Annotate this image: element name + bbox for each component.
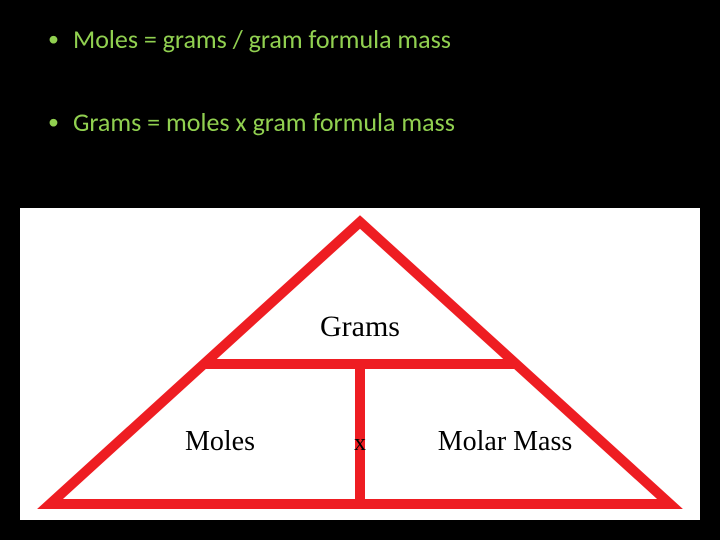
triangle-label-top: Grams xyxy=(320,310,400,343)
bullet-text: Moles = grams / gram formula mass xyxy=(73,24,451,55)
bullet-item: • Moles = grams / gram formula mass xyxy=(48,24,455,55)
bullet-text: Grams = moles x gram formula mass xyxy=(73,107,455,138)
triangle-label-left: Moles xyxy=(185,426,255,457)
bullet-list: • Moles = grams / gram formula mass • Gr… xyxy=(48,24,455,138)
bullet-item: • Grams = moles x gram formula mass xyxy=(48,107,455,138)
bullet-dot-icon: • xyxy=(48,107,59,138)
triangle-diagram-panel: Grams Moles Molar Mass x xyxy=(20,208,700,520)
bullet-gap xyxy=(48,55,455,107)
triangle-operator: x xyxy=(354,430,366,456)
triangle-diagram: Grams Moles Molar Mass x xyxy=(20,208,700,520)
bullet-dot-icon: • xyxy=(48,24,59,55)
triangle-label-right: Molar Mass xyxy=(438,426,573,457)
